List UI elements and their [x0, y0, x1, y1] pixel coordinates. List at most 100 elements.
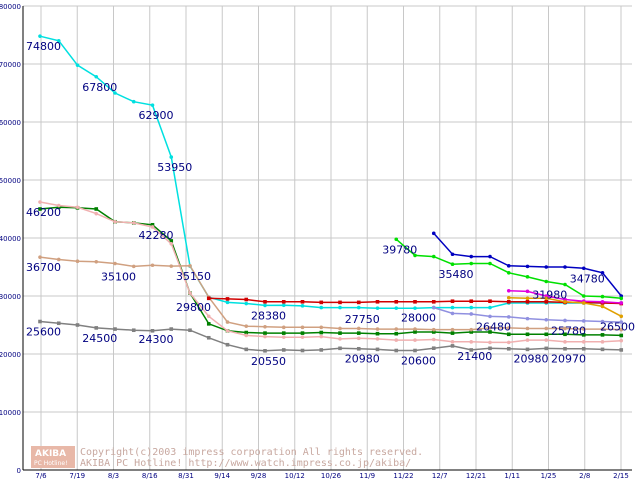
data-point	[56, 203, 61, 208]
x-tick-labels: 7/6 7/19 8/3 8/16 8/31 9/14 9/28 10/12 10/26 11/9…	[35, 472, 629, 480]
data-point	[206, 296, 211, 301]
data-label: 28380	[251, 309, 286, 322]
data-point	[581, 266, 586, 271]
y-tick-label: 50000	[0, 177, 21, 185]
data-point	[619, 296, 624, 301]
x-tick-label: 7/19	[69, 472, 85, 480]
data-point	[300, 335, 305, 339]
data-point	[281, 300, 286, 304]
data-label: 46200	[26, 206, 61, 219]
data-point	[300, 331, 305, 335]
data-point	[506, 346, 511, 351]
data-point	[394, 237, 399, 242]
data-point	[619, 348, 624, 352]
data-point	[469, 330, 474, 334]
data-point	[600, 340, 605, 344]
x-tick-label: 11/22	[393, 472, 413, 480]
data-point	[581, 294, 586, 298]
data-point	[150, 222, 155, 227]
series-11	[431, 305, 624, 324]
data-point	[206, 314, 211, 319]
data-point	[525, 275, 530, 279]
data-point	[263, 349, 267, 353]
series-10	[506, 295, 624, 319]
data-point	[469, 348, 474, 352]
y-tick-labels: 0 10000 20000 30000 40000 50000 60000 70000 8000…	[0, 3, 21, 475]
akiba-logo-text: AKIBA	[35, 449, 66, 459]
data-point	[488, 330, 492, 334]
data-point	[356, 331, 361, 335]
data-point	[581, 327, 586, 331]
data-point	[56, 257, 61, 262]
data-label: 53950	[157, 161, 192, 174]
data-point	[413, 330, 417, 334]
data-point	[206, 335, 211, 340]
data-point	[544, 300, 549, 304]
data-point	[150, 103, 155, 107]
data-point	[300, 304, 305, 308]
data-label: 24300	[139, 333, 174, 346]
data-point	[563, 340, 567, 344]
data-point	[169, 155, 174, 159]
data-label: 25600	[26, 326, 61, 339]
data-point	[600, 319, 605, 324]
series-7	[431, 231, 624, 298]
data-point	[319, 325, 324, 330]
data-point	[506, 332, 511, 337]
data-label: 26500	[600, 320, 635, 333]
data-point	[206, 322, 211, 326]
data-point	[94, 326, 99, 330]
data-point	[319, 348, 324, 352]
data-point	[488, 314, 492, 319]
data-point	[188, 328, 192, 333]
data-point	[563, 300, 567, 304]
data-point	[394, 327, 399, 331]
data-point	[281, 325, 286, 330]
data-point	[450, 299, 455, 304]
data-point	[38, 200, 42, 204]
data-label: 20970	[551, 352, 586, 365]
y-tick-label: 70000	[0, 61, 21, 69]
data-point	[150, 263, 155, 268]
data-point	[38, 207, 42, 211]
data-point	[600, 271, 605, 275]
data-point	[563, 265, 567, 269]
data-point	[244, 347, 249, 352]
data-label: 25780	[551, 324, 586, 337]
data-point	[56, 321, 61, 326]
data-point	[394, 331, 399, 336]
data-point	[600, 300, 605, 304]
data-point	[169, 327, 174, 331]
data-label: 29800	[176, 301, 211, 314]
data-point	[338, 331, 342, 335]
data-point	[488, 305, 492, 310]
axes	[22, 6, 632, 471]
x-tick-label: 1/11	[504, 472, 520, 480]
data-point	[431, 300, 436, 304]
data-point	[413, 348, 417, 353]
data-point	[375, 306, 380, 310]
data-point	[150, 225, 155, 229]
data-point	[75, 259, 80, 264]
data-point	[375, 331, 380, 336]
data-point	[488, 261, 492, 266]
data-point	[450, 311, 455, 316]
x-tick-label: 8/16	[142, 472, 158, 480]
x-tick-label: 1/25	[541, 472, 557, 480]
akiba-logo-box	[31, 446, 75, 468]
data-point	[300, 325, 305, 330]
data-label: 35480	[439, 268, 474, 281]
data-point	[431, 330, 436, 334]
data-point	[375, 347, 380, 352]
data-point	[525, 338, 530, 342]
data-point	[488, 254, 492, 259]
data-point	[356, 305, 361, 310]
data-point	[450, 331, 455, 335]
data-point	[450, 262, 455, 267]
series-8	[394, 237, 624, 301]
data-point	[188, 264, 192, 268]
data-point	[581, 340, 586, 344]
data-point	[469, 305, 474, 310]
data-point	[506, 300, 511, 304]
data-point	[281, 348, 286, 352]
